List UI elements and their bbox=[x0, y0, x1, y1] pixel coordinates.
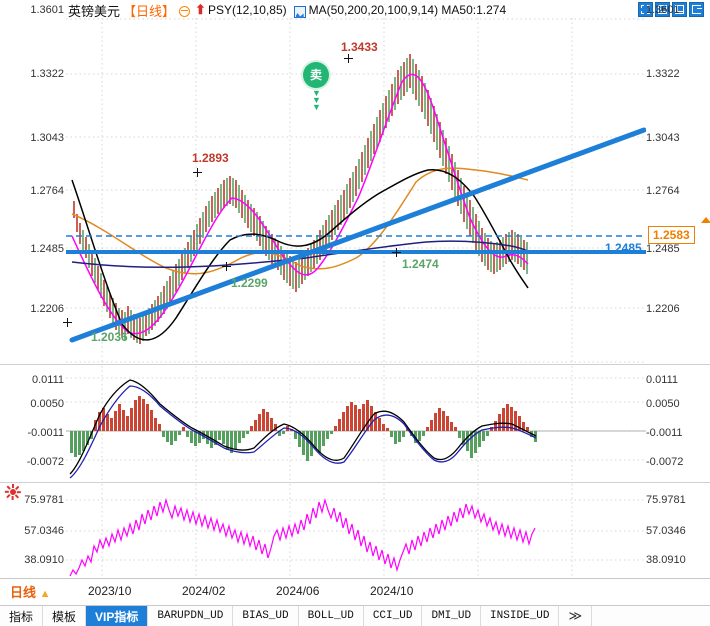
macd-chart-panel[interactable] bbox=[66, 366, 646, 481]
sell-arrows-icon: ▼ ▼ ▼ bbox=[312, 88, 321, 112]
panel-separator-macd bbox=[0, 364, 710, 365]
y-axis-left-tick: 1.2764 bbox=[30, 185, 64, 197]
y-axis-left-tick: 1.3601 bbox=[30, 4, 64, 16]
panel-separator-rsi bbox=[0, 482, 710, 483]
fit-left-tool-icon[interactable] bbox=[655, 2, 670, 17]
toolbar-item-dmi-ud[interactable]: DMI_UD bbox=[422, 606, 482, 626]
x-axis-tick: 2024/02 bbox=[182, 584, 226, 598]
chart-header: 英镑美元 【日线】 ⬆ PSY(12,10,85) MA(50,200,20,1… bbox=[0, 0, 710, 20]
macd-y-tick-right: 0.0050 bbox=[646, 398, 680, 410]
macd-y-tick-right: -0.0072 bbox=[646, 456, 684, 468]
rsi-y-tick-right: 57.0346 bbox=[646, 525, 686, 537]
rsi-chart-svg bbox=[66, 484, 646, 578]
settings-sun-icon[interactable] bbox=[4, 484, 21, 500]
ma-chart-icon[interactable] bbox=[293, 6, 306, 18]
toolbar-item-vip-indicators[interactable]: VIP指标 bbox=[86, 606, 149, 626]
rsi-y-tick: 75.9781 bbox=[24, 494, 64, 506]
swing-high-marker-1343 bbox=[344, 54, 353, 63]
y-axis-left-tick: 1.3322 bbox=[30, 68, 64, 80]
period-badge[interactable]: 日线 ▲ bbox=[10, 582, 51, 601]
fit-right-tool-icon[interactable] bbox=[672, 2, 687, 17]
y-axis-left-tick: 1.2206 bbox=[30, 303, 64, 315]
ma-indicator-label[interactable]: MA(50,200,20,100,9,14) MA50:1.274 bbox=[308, 3, 507, 17]
period-badge-label: 日线 bbox=[10, 585, 37, 600]
rsi-chart-panel[interactable] bbox=[66, 484, 646, 578]
swing-low-label-1203: 1.2036 bbox=[91, 330, 128, 344]
price-chart-panel[interactable]: 1.3433 1.2893 1.2036 1.2299 1.2474 1.248… bbox=[63, 18, 646, 363]
rsi-y-tick: 57.0346 bbox=[24, 525, 64, 537]
rsi-y-tick-right: 75.9781 bbox=[646, 494, 686, 506]
y-axis-right-tick: 1.3601 bbox=[646, 4, 680, 16]
last-price-tag[interactable]: 1.2583 bbox=[648, 226, 695, 244]
swing-low-label-1229: 1.2299 bbox=[231, 276, 268, 290]
swing-high-label-1343: 1.3433 bbox=[341, 40, 378, 54]
toolbar-item-boll-ud[interactable]: BOLL_UD bbox=[299, 606, 364, 626]
price-arrow-icon bbox=[701, 217, 710, 223]
y-axis-right-tick: 1.3322 bbox=[646, 68, 680, 80]
toolbar-item-cci-ud[interactable]: CCI_UD bbox=[364, 606, 423, 626]
x-axis-tick: 2023/10 bbox=[88, 584, 132, 598]
triangle-up-icon: ▲ bbox=[39, 588, 51, 600]
sell-signal-badge[interactable]: 卖 bbox=[303, 62, 329, 88]
rsi-y-tick: 38.0910 bbox=[24, 554, 64, 566]
y-axis-right-tick: 1.2485 bbox=[646, 243, 680, 255]
y-axis-right-tick: 1.2206 bbox=[646, 303, 680, 315]
swing-low-label-1247: 1.2474 bbox=[402, 257, 439, 271]
y-axis-right-tick: 1.2764 bbox=[646, 185, 680, 197]
ma-black-line bbox=[71, 169, 529, 341]
swing-low-marker-1229 bbox=[222, 262, 231, 271]
macd-y-tick: -0.0072 bbox=[26, 456, 64, 468]
x-axis: 2023/10 2024/02 2024/06 2024/10 bbox=[0, 578, 710, 604]
macd-diff-line bbox=[69, 379, 537, 475]
arrow-up-icon[interactable]: ⬆ bbox=[195, 2, 206, 17]
indicator-toolbar: 指标 模板 VIP指标 BARUPDN_UD BIAS_UD BOLL_UD C… bbox=[0, 605, 710, 626]
toolbar-item-indicators[interactable]: 指标 bbox=[0, 606, 44, 626]
swing-low-marker-1203 bbox=[63, 318, 72, 327]
macd-y-tick-right: 0.0111 bbox=[646, 374, 679, 386]
crosshair-tool-icon[interactable] bbox=[638, 2, 653, 17]
y-axis-left-tick: 1.2485 bbox=[30, 243, 64, 255]
psy-indicator-label[interactable]: PSY(12,10,85) bbox=[207, 3, 287, 17]
rsi-line bbox=[69, 497, 536, 577]
circle-minus-icon[interactable] bbox=[179, 5, 191, 17]
macd-y-tick: 0.0050 bbox=[30, 398, 64, 410]
toolbar-item-inside-ud[interactable]: INSIDE_UD bbox=[481, 606, 560, 626]
price-chart-svg bbox=[66, 18, 646, 363]
support-level-label: 1.2485 bbox=[605, 241, 642, 255]
macd-y-tick: -0.0011 bbox=[27, 427, 65, 439]
y-axis-right-tick: 1.3043 bbox=[646, 132, 680, 144]
toolbar-item-barupdn-ud[interactable]: BARUPDN_UD bbox=[148, 606, 234, 626]
toolbar-item-bias-ud[interactable]: BIAS_UD bbox=[233, 606, 299, 626]
header-tool-buttons bbox=[638, 2, 704, 17]
period-label: 【日线】 bbox=[123, 3, 176, 19]
macd-dea-line bbox=[69, 385, 537, 479]
trendline-rising bbox=[69, 127, 646, 343]
ma-magenta-line bbox=[71, 73, 529, 335]
toolbar-item-templates[interactable]: 模板 bbox=[43, 606, 87, 626]
swing-high-marker-1289 bbox=[193, 168, 202, 177]
swing-high-label-1289: 1.2893 bbox=[192, 151, 229, 165]
toolbar-empty-area bbox=[592, 606, 710, 626]
x-axis-tick: 2024/10 bbox=[370, 584, 414, 598]
toolbar-more-button[interactable]: ≫ bbox=[559, 606, 593, 626]
macd-y-tick: 0.0111 bbox=[31, 374, 64, 386]
x-axis-tick: 2024/06 bbox=[276, 584, 320, 598]
y-axis-left-tick: 1.3043 bbox=[30, 132, 64, 144]
rsi-y-tick-right: 38.0910 bbox=[646, 554, 686, 566]
expand-tool-icon[interactable] bbox=[689, 2, 704, 17]
macd-chart-svg bbox=[66, 366, 646, 481]
macd-histogram bbox=[70, 396, 537, 461]
swing-low-marker-1247 bbox=[392, 248, 401, 257]
symbol-title: 英镑美元 bbox=[68, 3, 121, 19]
macd-y-tick-right: -0.0011 bbox=[646, 427, 683, 439]
